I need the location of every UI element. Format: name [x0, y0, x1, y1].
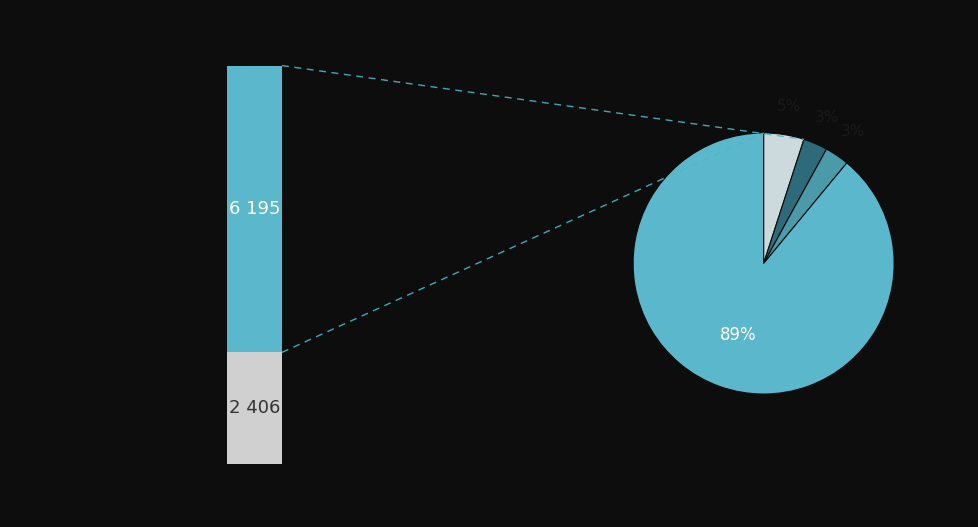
Bar — [227, 353, 282, 464]
Wedge shape — [763, 133, 803, 264]
Wedge shape — [763, 149, 846, 264]
Text: 2 406: 2 406 — [229, 399, 280, 417]
Text: 5%: 5% — [776, 99, 800, 114]
Wedge shape — [763, 139, 825, 264]
Text: 6 195: 6 195 — [229, 200, 280, 218]
Text: 3%: 3% — [814, 110, 838, 125]
Text: 89%: 89% — [719, 326, 756, 344]
Wedge shape — [633, 133, 893, 394]
Bar — [227, 65, 282, 353]
Text: 3%: 3% — [840, 124, 865, 139]
